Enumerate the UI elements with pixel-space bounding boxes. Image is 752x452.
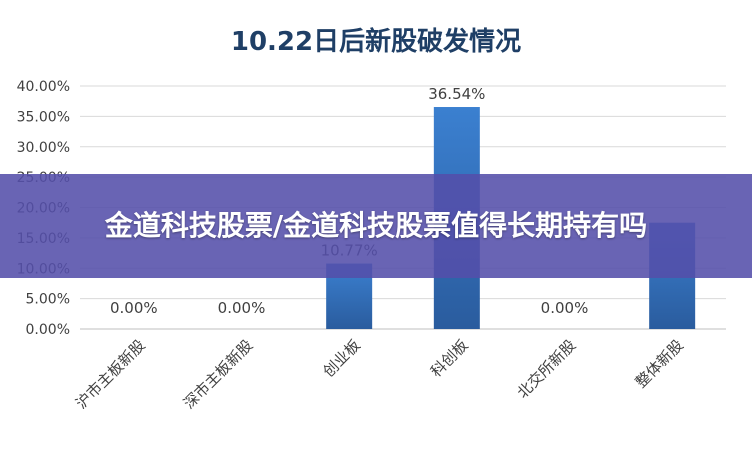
headline-banner: 金道科技股票/金道科技股票值得长期持有吗 — [0, 174, 752, 278]
data-label: 36.54% — [428, 85, 485, 103]
x-tick-label: 沪市主板新股 — [72, 336, 148, 412]
x-tick-label: 北交所新股 — [514, 336, 580, 402]
data-label: 0.00% — [110, 299, 158, 317]
headline-text: 金道科技股票/金道科技股票值得长期持有吗 — [104, 209, 648, 242]
y-tick-label: 30.00% — [17, 140, 70, 156]
x-tick-label: 整体新股 — [632, 336, 687, 391]
chart-title: 10.22日后新股破发情况 — [231, 26, 521, 57]
data-label: 0.00% — [541, 299, 589, 317]
x-tick-label: 深市主板新股 — [180, 336, 256, 412]
y-tick-label: 0.00% — [26, 322, 70, 338]
data-label: 0.00% — [218, 299, 266, 317]
x-tick-label: 科创板 — [427, 336, 472, 381]
x-tick-label: 创业板 — [319, 336, 364, 381]
y-tick-label: 40.00% — [17, 79, 70, 95]
x-axis-tick-labels: 沪市主板新股 深市主板新股 创业板 科创板 北交所新股 整体新股 — [72, 336, 687, 412]
y-tick-label: 35.00% — [17, 109, 70, 125]
y-tick-label: 5.00% — [26, 292, 70, 308]
